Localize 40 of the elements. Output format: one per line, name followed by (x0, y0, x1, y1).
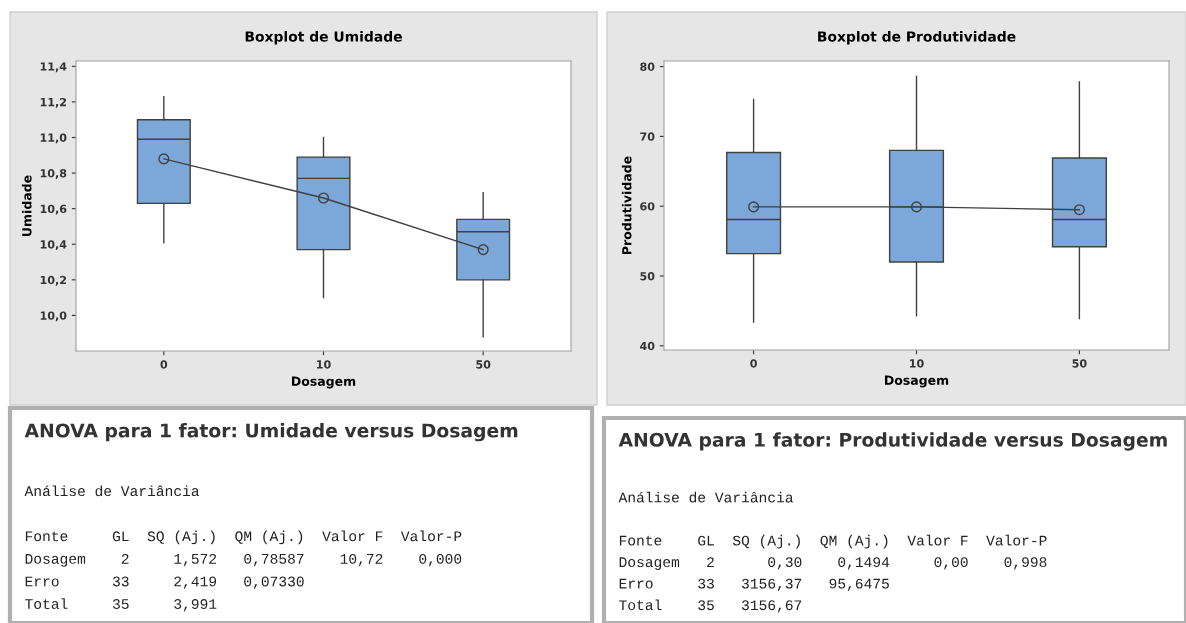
y-axis-title: Umidade (21, 175, 32, 236)
y-axis-title: Produtividade (621, 156, 632, 254)
text: ANOVA para 1 fator: Produtividade versus Dosagem (618, 432, 1167, 451)
y-tick-label: 10,0 (40, 311, 67, 322)
text: Dosagem 2 1,572 0,78587 10,72 0,000 (25, 553, 462, 567)
point (477, 244, 489, 256)
text: Análise de Variância (618, 491, 794, 503)
x-axis-title: Dosagem (885, 375, 949, 388)
x-tick-label: 50 (1072, 359, 1087, 368)
point (317, 192, 330, 204)
y-tick-label: 11,2 (40, 97, 67, 108)
y-tick-label: 10,6 (40, 204, 67, 215)
y-tick-label: 60 (640, 202, 655, 211)
y-tick-label: 10,2 (40, 275, 67, 286)
x-tick-label: 10 (910, 359, 924, 368)
y-tick-label: 40 (640, 341, 655, 351)
source-note: Fonte GL SQ (Aj.) QM (Aj.) Valor F Valor-P (25, 530, 462, 545)
y-tick-label: 50 (640, 271, 655, 281)
x-axis-title: Dosagem (292, 376, 356, 389)
x-tick-label: 10 (317, 360, 331, 369)
y-tick-label: 11,0 (40, 133, 67, 144)
text: Dosagem 2 0,30 0,1494 0,00 0,998 (619, 557, 1047, 570)
text: Erro 33 2,419 0,07330 (25, 576, 304, 589)
y-tick-label: 70 (640, 132, 655, 141)
source-note: Fonte GL SQ (Aj.) QM (Aj.) Valor F Valor-P (619, 534, 1047, 549)
text: Erro 33 3156,37 95,6475 (619, 578, 889, 592)
y-tick-label: 80 (640, 62, 655, 71)
y-tick-label: 10,8 (40, 169, 67, 179)
text: Total 35 3156,67 (619, 599, 802, 613)
text: ANOVA para 1 fator: Umidade versus Dosagem (24, 423, 518, 442)
x-tick-label: 0 (750, 359, 757, 368)
text: Análise de Variância (24, 485, 200, 497)
x-tick-label: 50 (476, 360, 491, 369)
chart-title: Boxplot de Umidade (245, 31, 402, 45)
x-tick-label: 0 (160, 360, 168, 369)
chart-title: Boxplot de Produtividade (818, 31, 1016, 45)
point (158, 153, 170, 165)
y-tick-label: 11,4 (40, 62, 67, 73)
y-tick-label: 10,4 (40, 240, 67, 251)
text: Total 35 3,991 (25, 598, 217, 612)
